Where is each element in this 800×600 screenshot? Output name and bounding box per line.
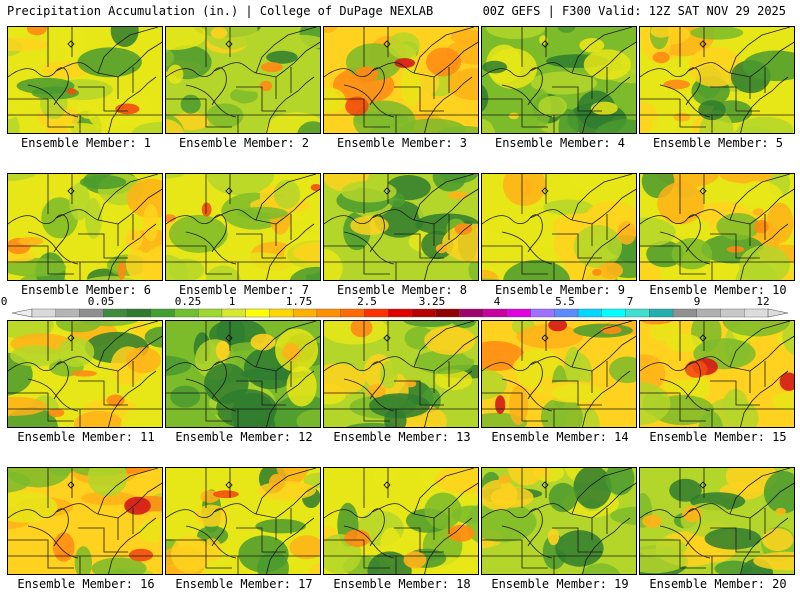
colorbar-tick-label: 0 bbox=[1, 295, 8, 308]
ensemble-member-label: Ensemble Member: 2 bbox=[178, 136, 310, 150]
colorbar-swatch bbox=[649, 308, 674, 318]
ensemble-member-label: Ensemble Member: 13 bbox=[333, 430, 471, 444]
run-valid-time: 00Z GEFS | F300 Valid: 12Z SAT NOV 29 20… bbox=[482, 4, 786, 18]
ensemble-member-label: Ensemble Member: 4 bbox=[494, 136, 626, 150]
ensemble-member-label: Ensemble Member: 6 bbox=[20, 283, 152, 297]
colorbar-swatch bbox=[601, 308, 627, 318]
colorbar-swatch bbox=[696, 308, 722, 318]
ensemble-member-label: Ensemble Member: 10 bbox=[649, 283, 787, 297]
ensemble-map-panel bbox=[165, 26, 321, 134]
colorbar-swatch bbox=[672, 308, 698, 318]
colorbar-swatch bbox=[554, 308, 579, 318]
colorbar-tick-label: 4 bbox=[494, 295, 501, 308]
colorbar-tick-label: 1.75 bbox=[286, 295, 313, 308]
colorbar-tick-label: 12 bbox=[756, 295, 769, 308]
ensemble-map-panel bbox=[639, 173, 795, 281]
colorbar-swatch bbox=[459, 308, 484, 318]
ensemble-member-label: Ensemble Member: 17 bbox=[175, 577, 313, 591]
colorbar-swatch bbox=[340, 308, 365, 318]
colorbar-swatch bbox=[269, 308, 294, 318]
colorbar-swatch bbox=[221, 308, 247, 318]
ensemble-map-panel bbox=[639, 467, 795, 575]
ensemble-member-label: Ensemble Member: 12 bbox=[175, 430, 313, 444]
colorbar-swatch bbox=[126, 308, 152, 318]
colorbar-tick-label: 0.25 bbox=[175, 295, 202, 308]
ensemble-map-panel bbox=[7, 467, 163, 575]
ensemble-member-label: Ensemble Member: 20 bbox=[649, 577, 787, 591]
ensemble-member-label: Ensemble Member: 1 bbox=[20, 136, 152, 150]
ensemble-member-label: Ensemble Member: 19 bbox=[491, 577, 629, 591]
ensemble-map-panel bbox=[323, 467, 479, 575]
ensemble-member-label: Ensemble Member: 9 bbox=[494, 283, 626, 297]
colorbar-swatch bbox=[530, 308, 555, 318]
colorbar-tick-label: 0.05 bbox=[88, 295, 115, 308]
colorbar-swatch bbox=[720, 308, 745, 318]
ensemble-map-panel bbox=[7, 320, 163, 428]
colorbar-swatch bbox=[364, 308, 389, 318]
colorbar-swatch bbox=[506, 308, 532, 318]
colorbar-swatch bbox=[31, 308, 57, 318]
ensemble-map-panel bbox=[639, 320, 795, 428]
ensemble-member-label: Ensemble Member: 16 bbox=[17, 577, 155, 591]
colorbar-swatch bbox=[197, 308, 223, 318]
colorbar-swatch bbox=[435, 308, 460, 318]
colorbar-swatch bbox=[482, 308, 508, 318]
ensemble-map-panel bbox=[7, 173, 163, 281]
colorbar-swatch bbox=[150, 308, 175, 318]
ensemble-member-label: Ensemble Member: 3 bbox=[336, 136, 468, 150]
colorbar-min-arrow bbox=[11, 308, 33, 318]
ensemble-map-panel bbox=[639, 26, 795, 134]
ensemble-map-panel bbox=[481, 26, 637, 134]
ensemble-map-panel bbox=[481, 320, 637, 428]
ensemble-member-label: Ensemble Member: 7 bbox=[178, 283, 310, 297]
colorbar-swatch bbox=[79, 308, 104, 318]
chart-title: Precipitation Accumulation (in.) | Colle… bbox=[7, 4, 434, 18]
colorbar-tick-label: 3.25 bbox=[419, 295, 446, 308]
ensemble-member-label: Ensemble Member: 11 bbox=[17, 430, 155, 444]
ensemble-map-panel bbox=[165, 173, 321, 281]
ensemble-map-panel bbox=[481, 173, 637, 281]
ensemble-map-panel bbox=[165, 320, 321, 428]
ensemble-member-label: Ensemble Member: 15 bbox=[649, 430, 787, 444]
colorbar-swatch bbox=[245, 308, 270, 318]
ensemble-map-panel bbox=[7, 26, 163, 134]
colorbar-swatch bbox=[625, 308, 650, 318]
colorbar-tick-label: 2.5 bbox=[357, 295, 377, 308]
colorbar-swatch bbox=[387, 308, 413, 318]
colorbar-max-arrow bbox=[767, 308, 789, 318]
colorbar-swatch bbox=[174, 308, 199, 318]
colorbar-swatch bbox=[103, 308, 128, 318]
colorbar-swatch bbox=[55, 308, 80, 318]
colorbar-swatch bbox=[316, 308, 342, 318]
ensemble-member-label: Ensemble Member: 8 bbox=[336, 283, 468, 297]
colorbar-swatch bbox=[744, 308, 769, 318]
ensemble-map-panel bbox=[323, 173, 479, 281]
ensemble-map-panel bbox=[165, 467, 321, 575]
ensemble-map-panel bbox=[323, 26, 479, 134]
colorbar-swatch bbox=[577, 308, 603, 318]
colorbar-swatch bbox=[411, 308, 437, 318]
ensemble-member-label: Ensemble Member: 14 bbox=[491, 430, 629, 444]
colorbar-tick-label: 5.5 bbox=[555, 295, 575, 308]
ensemble-member-label: Ensemble Member: 18 bbox=[333, 577, 471, 591]
colorbar-tick-label: 9 bbox=[694, 295, 701, 308]
ensemble-member-label: Ensemble Member: 5 bbox=[652, 136, 784, 150]
precipitation-color-scale: 0 0.05 0.25 1 1.75 2.5 3.25 4 5.5 7 9 12 bbox=[1, 295, 789, 318]
colorbar-swatch bbox=[292, 308, 318, 318]
ensemble-map-panel bbox=[323, 320, 479, 428]
ensemble-map-panel bbox=[481, 467, 637, 575]
colorbar-tick-label: 1 bbox=[229, 295, 236, 308]
colorbar-tick-label: 7 bbox=[627, 295, 634, 308]
